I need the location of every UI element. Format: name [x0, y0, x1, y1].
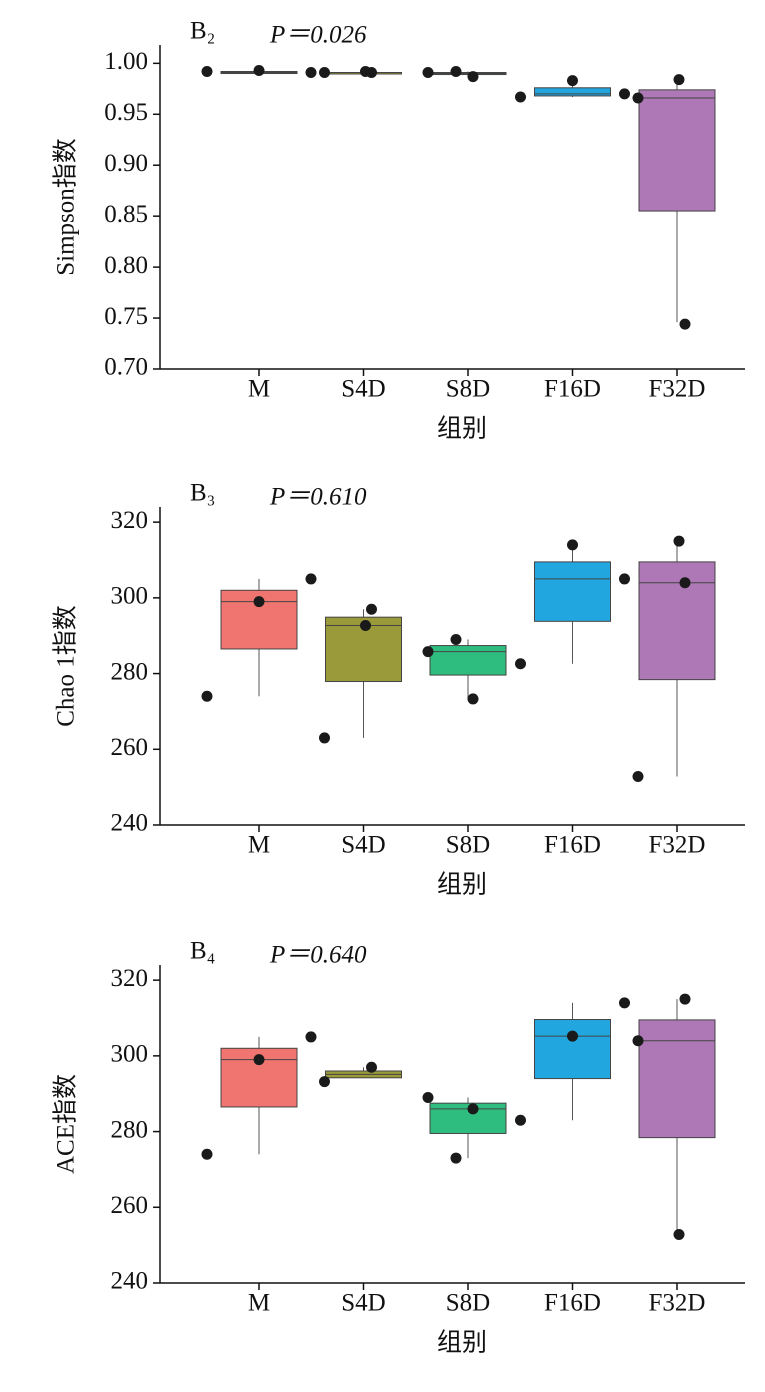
data-point	[673, 535, 685, 547]
data-point	[305, 573, 317, 585]
box	[534, 561, 611, 622]
y-tick-label: 260	[111, 734, 149, 761]
y-tick-label: 240	[111, 810, 149, 837]
data-point	[673, 1229, 685, 1241]
y-tick-label: 300	[111, 1041, 149, 1068]
data-point	[673, 74, 685, 86]
data-point	[679, 318, 691, 330]
x-tick-label: F16D	[544, 1290, 601, 1317]
data-point	[619, 573, 630, 585]
data-point	[619, 997, 630, 1009]
panel-label: B₃	[190, 480, 215, 507]
box	[325, 616, 402, 683]
x-tick-label: M	[248, 832, 270, 859]
y-tick-label: 280	[111, 1116, 149, 1143]
data-point	[422, 67, 434, 79]
y-tick-label: 0.70	[104, 354, 148, 381]
x-tick-label: F32D	[649, 1290, 706, 1317]
y-tick-label: 300	[111, 583, 149, 610]
data-point	[567, 539, 578, 551]
data-point	[515, 91, 526, 103]
data-point	[450, 65, 462, 77]
data-point	[201, 1148, 213, 1160]
data-point	[467, 71, 479, 83]
data-point	[619, 88, 630, 100]
data-point	[422, 1092, 434, 1103]
x-tick-label: F32D	[649, 376, 706, 403]
data-point	[467, 1103, 479, 1115]
data-point	[319, 1076, 330, 1088]
data-point	[632, 92, 644, 104]
data-point	[319, 67, 330, 79]
y-axis-label: Simpson指数	[52, 138, 80, 276]
box	[638, 89, 716, 212]
data-point	[201, 65, 213, 77]
x-axis-label: 组别	[437, 1329, 487, 1357]
data-point	[567, 75, 578, 87]
box	[638, 1019, 716, 1139]
y-tick-label: 320	[111, 507, 149, 534]
y-axis-label: Chao 1指数	[52, 605, 80, 727]
data-point	[253, 64, 265, 76]
data-point	[679, 993, 691, 1005]
data-point	[632, 1035, 644, 1047]
data-point	[319, 732, 330, 744]
y-tick-label: 260	[111, 1192, 149, 1219]
data-point	[632, 771, 644, 783]
y-tick-label: 240	[111, 1268, 149, 1295]
data-point	[450, 634, 462, 645]
y-tick-label: 320	[111, 965, 149, 992]
data-point	[515, 1114, 526, 1126]
data-point	[679, 577, 691, 589]
p-value: P＝0.640	[269, 942, 367, 969]
x-tick-label: S4D	[341, 832, 385, 859]
data-point	[305, 67, 317, 79]
x-tick-label: S8D	[446, 376, 490, 403]
y-tick-label: 0.90	[104, 150, 148, 177]
box	[534, 87, 611, 97]
x-tick-label: S8D	[446, 832, 490, 859]
x-tick-label: S8D	[446, 1290, 490, 1317]
box	[429, 645, 507, 676]
y-tick-label: 280	[111, 658, 149, 685]
data-point	[567, 1030, 578, 1042]
data-point	[515, 658, 526, 670]
data-point	[450, 1152, 462, 1164]
data-point	[201, 690, 213, 702]
x-tick-label: F16D	[544, 832, 601, 859]
x-tick-label: F16D	[544, 376, 601, 403]
x-tick-label: M	[248, 1290, 270, 1317]
p-value: P＝0.026	[269, 22, 367, 49]
data-point	[467, 693, 479, 705]
x-tick-label: M	[248, 376, 270, 403]
x-tick-label: S4D	[341, 1290, 385, 1317]
y-tick-label: 1.00	[104, 48, 148, 75]
x-tick-label: S4D	[341, 376, 385, 403]
y-axis-label: ACE指数	[52, 1074, 80, 1174]
y-tick-label: 0.85	[104, 201, 148, 228]
p-value: P＝0.610	[269, 484, 367, 511]
data-point	[305, 1031, 317, 1043]
panel-label: B₄	[190, 938, 215, 965]
panel-label: B₂	[190, 18, 215, 45]
box	[534, 1019, 611, 1080]
box	[638, 561, 716, 681]
data-point	[422, 646, 434, 658]
data-point	[253, 1054, 265, 1066]
y-tick-label: 0.80	[104, 252, 148, 279]
x-axis-label: 组别	[437, 871, 487, 899]
data-point	[253, 596, 265, 608]
data-point	[366, 603, 377, 615]
y-tick-label: 0.75	[104, 303, 148, 330]
x-tick-label: F32D	[649, 832, 706, 859]
y-tick-label: 0.95	[104, 99, 148, 126]
x-axis-label: 组别	[437, 415, 487, 443]
data-point	[360, 65, 371, 77]
data-point	[360, 619, 371, 631]
data-point	[366, 1061, 377, 1073]
